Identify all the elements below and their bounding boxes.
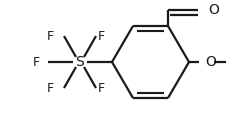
Text: F: F (33, 55, 40, 69)
Text: F: F (47, 30, 54, 42)
Text: O: O (207, 3, 218, 17)
Text: F: F (47, 82, 54, 95)
Text: F: F (98, 30, 105, 42)
Text: F: F (98, 82, 105, 95)
Text: S: S (75, 55, 84, 69)
Text: O: O (204, 55, 215, 69)
